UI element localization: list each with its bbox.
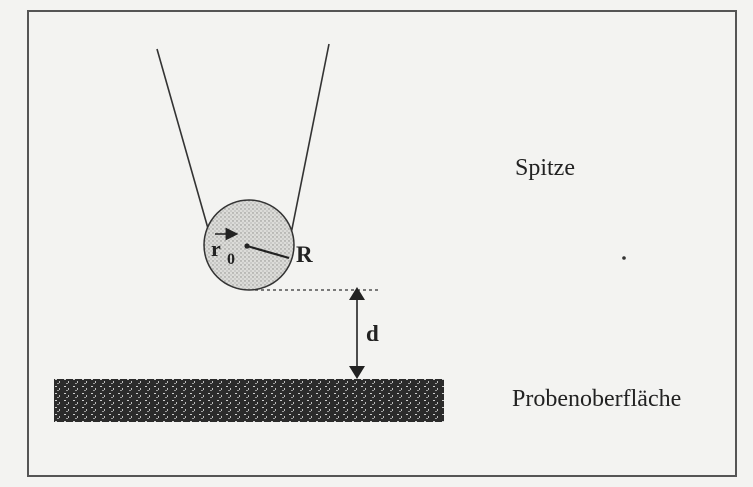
stray-dot [622,256,626,260]
position-vector-label: r [211,236,221,261]
position-vector-subscript: 0 [227,251,235,268]
tip-label: Spitze [515,155,575,181]
surface-label: Probenoberfläche [512,386,681,412]
sample-surface-block [54,379,444,422]
arrow-up-icon [349,287,365,300]
distance-label: d [366,321,379,346]
arrow-down-icon [349,366,365,379]
radius-line [246,244,290,260]
tip-left-edge [156,48,210,233]
tip-right-edge [290,43,330,235]
figure-frame [27,10,737,477]
radius-label: R [296,242,313,267]
sphere-center-dot [244,243,250,249]
